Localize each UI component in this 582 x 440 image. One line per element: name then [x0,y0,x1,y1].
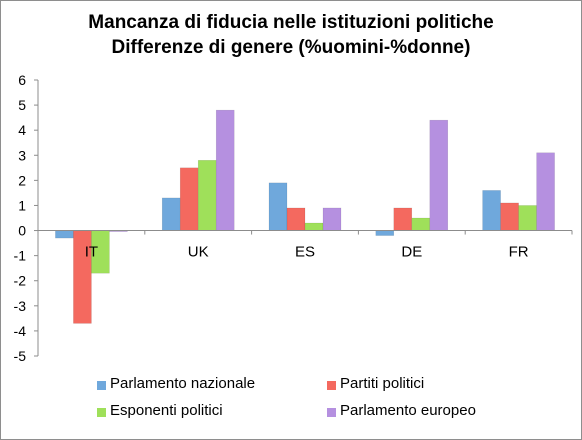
bar-esponenti-politici-de [411,217,431,231]
bar-esponenti-politici-es [304,222,324,231]
bar-parlamento-europeo-de [429,119,449,231]
bar-esponenti-politici-fr [518,205,537,231]
legend-label-partiti-politici: Partiti politici [340,375,425,392]
x-tick-label-de: DE [401,244,422,261]
y-tick-label: 5 [18,97,26,113]
legend-swatch-parlamento-nazionale [97,381,106,390]
x-tick-label-uk: UK [188,244,209,261]
legend-label-esponenti-politici: Esponenti politici [110,402,223,419]
bar-parlamento-europeo-uk [215,109,235,231]
y-tick-label: -3 [14,298,27,314]
bar-partiti-politici-fr [500,202,519,231]
bar-parlamento-nazionale-es [268,182,288,231]
x-tick-label-it: IT [85,244,98,261]
legend-swatch-esponenti-politici [97,408,106,417]
legend-label-parlamento-europeo: Parlamento europeo [340,402,476,419]
y-tick-label: 4 [18,122,26,138]
bar-parlamento-nazionale-de [375,230,395,236]
bar-partiti-politici-es [286,207,306,231]
y-tick-label: -2 [14,273,27,289]
bar-esponenti-politici-uk [197,160,217,231]
legend-swatch-partiti-politici [327,381,336,390]
x-tick-label-fr: FR [509,244,529,261]
y-tick-label: -4 [14,323,27,339]
y-tick-label: 3 [18,147,26,163]
bar-parlamento-nazionale-fr [482,190,501,231]
bar-parlamento-nazionale-uk [161,197,181,231]
y-tick-label: 0 [18,223,26,239]
y-tick-label: 1 [18,197,26,213]
legend-label-parlamento-nazionale: Parlamento nazionale [110,375,256,392]
y-tick-label: -5 [14,348,27,364]
bar-partiti-politici-uk [179,167,199,231]
chart-subtitle: Differenze di genere (%uomini-%donne) [111,37,471,58]
bar-parlamento-nazionale-it [55,230,74,239]
x-tick-label-es: ES [295,244,315,261]
bar-parlamento-europeo-es [322,207,342,231]
legend-swatch-parlamento-europeo [327,408,336,417]
y-tick-label: -1 [14,248,27,264]
chart-title: Mancanza di fiducia nelle istituzioni po… [88,12,494,33]
y-tick-label: 2 [18,172,26,188]
bar-parlamento-europeo-fr [536,152,555,231]
y-tick-label: 6 [18,72,26,88]
bar-partiti-politici-de [393,207,413,231]
